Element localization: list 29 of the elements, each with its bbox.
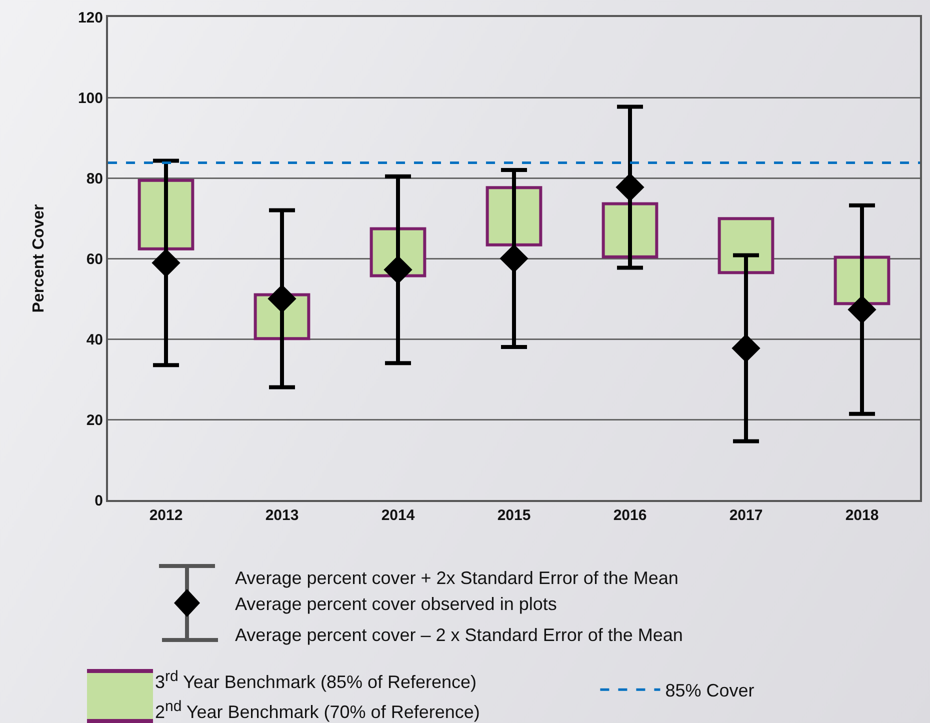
- point: [848, 295, 876, 324]
- text: Average percent cover + 2x Standard Error of the Mean: [235, 568, 678, 588]
- legend-label: Average percent cover observed in plots: [235, 594, 557, 614]
- bar: [602, 202, 658, 258]
- y-tick-label: 0: [94, 492, 103, 510]
- bar: [718, 217, 774, 274]
- x-tick-label: 2014: [381, 507, 416, 524]
- legend-label: 85% Cover: [665, 680, 754, 701]
- legend-label: 3$^{rd}$ Year Benchmark (85% of Reference): [155, 668, 477, 692]
- text: Average percent cover – 2 x Standard Error of the Mean: [235, 625, 683, 645]
- y-tick-label: 80: [86, 170, 103, 188]
- text: 2$^{nd}$ Year Benchmark (70% of Reference): [155, 698, 480, 722]
- y-tick-label: 100: [78, 90, 103, 107]
- y-axis-title: Percent Cover: [30, 204, 48, 313]
- y-tick-label: 20: [86, 412, 103, 429]
- y-tick-label: 60: [86, 250, 103, 268]
- bar: [138, 178, 194, 250]
- x-tick-label: 2018: [845, 507, 879, 524]
- x-tick-label: 2015: [497, 507, 531, 524]
- bar: [486, 186, 542, 246]
- point: [500, 244, 528, 273]
- x-tick-label: 2017: [729, 507, 763, 524]
- x-tick-label: 2012: [149, 507, 183, 524]
- x-tick-label: 2013: [265, 507, 299, 524]
- y-tick-label: 120: [78, 9, 103, 26]
- x-tick-label: 2016: [613, 507, 647, 524]
- bar: [834, 256, 890, 306]
- point: [152, 248, 180, 278]
- y-tick-label: 40: [86, 331, 103, 348]
